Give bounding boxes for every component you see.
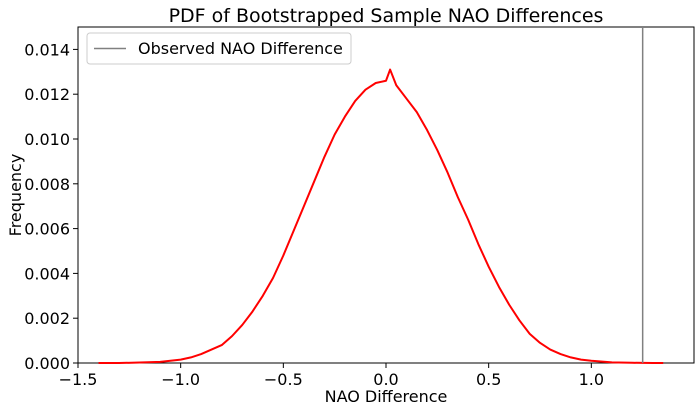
- y-tick-label: 0.006: [24, 220, 70, 239]
- legend: Observed NAO Difference: [86, 32, 352, 65]
- y-tick-label: 0.000: [24, 354, 70, 373]
- x-axis-title: NAO Difference: [325, 387, 448, 406]
- chart-title: PDF of Bootstrapped Sample NAO Differenc…: [169, 5, 604, 27]
- legend-box: [86, 32, 352, 65]
- y-axis: 0.000 0.002 0.004 0.006 0.008 0.010 0.012 0.014: [24, 40, 78, 373]
- x-tick-label: 0.5: [476, 370, 501, 389]
- legend-label-observed: Observed NAO Difference: [138, 39, 343, 58]
- y-tick-label: 0.012: [24, 85, 70, 104]
- x-tick-label: 0.0: [373, 370, 398, 389]
- x-tick-label: −1.0: [161, 370, 200, 389]
- x-tick-label: 1.0: [579, 370, 604, 389]
- y-tick-label: 0.010: [24, 130, 70, 149]
- y-tick-label: 0.008: [24, 175, 70, 194]
- x-axis: −1.5 −1.0 −0.5 0.0 0.5 1.0: [59, 363, 604, 389]
- plot-area-frame: [77, 26, 695, 364]
- y-tick-label: 0.014: [24, 40, 70, 59]
- x-tick-label: −1.5: [59, 370, 98, 389]
- x-tick-label: −0.5: [264, 370, 303, 389]
- pdf-series-line: [98, 68, 664, 364]
- y-tick-label: 0.002: [24, 309, 70, 328]
- y-tick-label: 0.004: [24, 264, 70, 283]
- y-axis-title: Frequency: [6, 154, 25, 237]
